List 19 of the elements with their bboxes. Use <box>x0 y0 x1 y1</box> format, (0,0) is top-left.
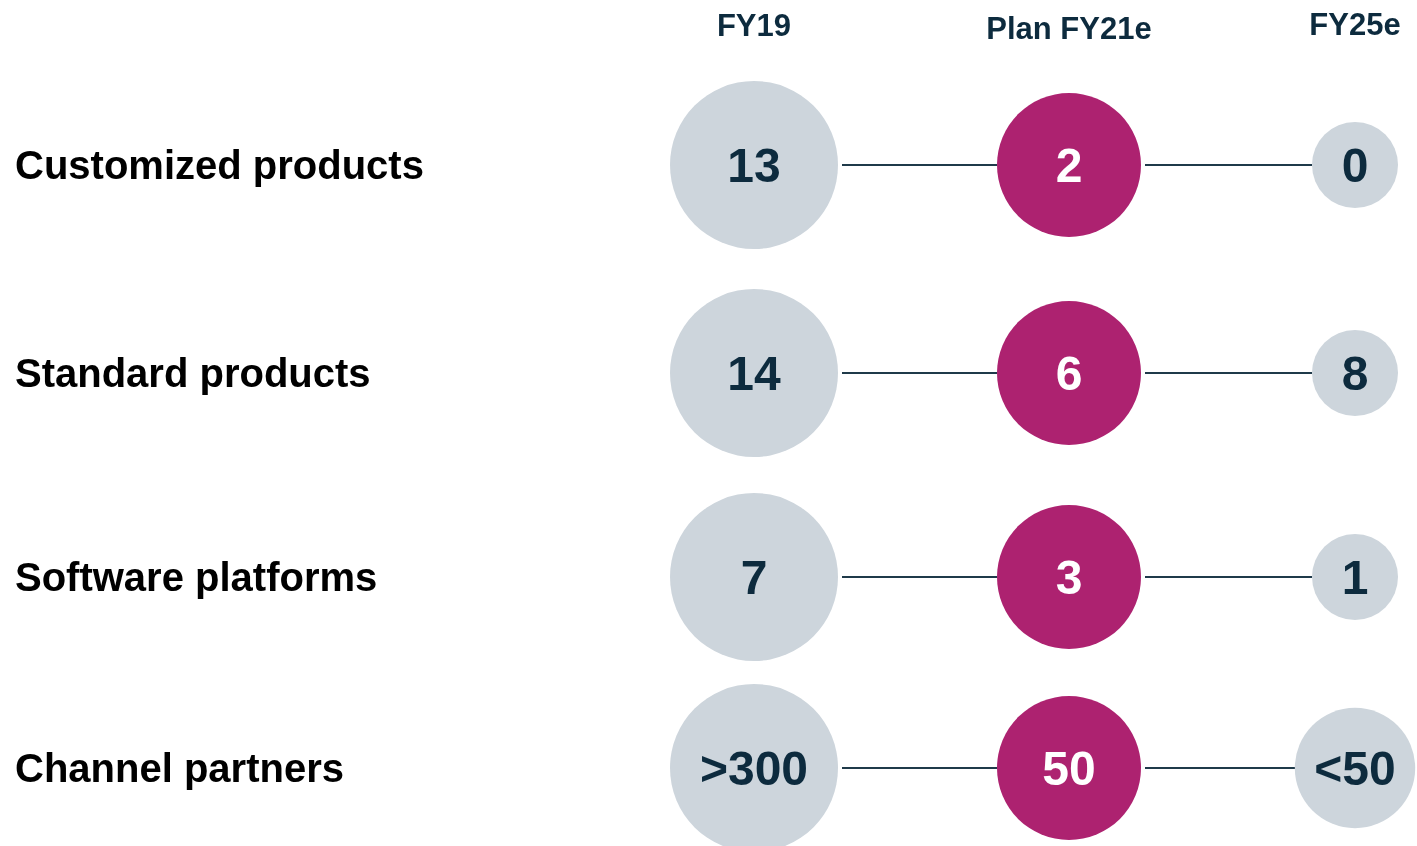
text: FY25e <box>1309 6 1401 42</box>
text: Plan FY21e <box>986 10 1152 46</box>
category-label: Channel partners <box>15 746 344 790</box>
data-label: 50 <box>1042 741 1096 795</box>
series-label: FY19 <box>716 7 792 43</box>
category-label: Customized products <box>15 143 424 187</box>
data-label: 8 <box>1341 346 1369 400</box>
data-label: <50 <box>1314 741 1396 795</box>
data-label: 1 <box>1341 550 1369 604</box>
data-label: 0 <box>1341 138 1369 192</box>
data-label: >300 <box>699 741 809 795</box>
data-label: 14 <box>727 346 781 400</box>
data-label: 3 <box>1055 550 1083 604</box>
data-label: 13 <box>727 138 781 192</box>
data-label: 7 <box>740 550 768 604</box>
category-label: Software platforms <box>15 555 378 599</box>
category-label: Standard products <box>15 351 371 395</box>
data-label: 6 <box>1055 346 1083 400</box>
data-label: 2 <box>1055 138 1083 192</box>
